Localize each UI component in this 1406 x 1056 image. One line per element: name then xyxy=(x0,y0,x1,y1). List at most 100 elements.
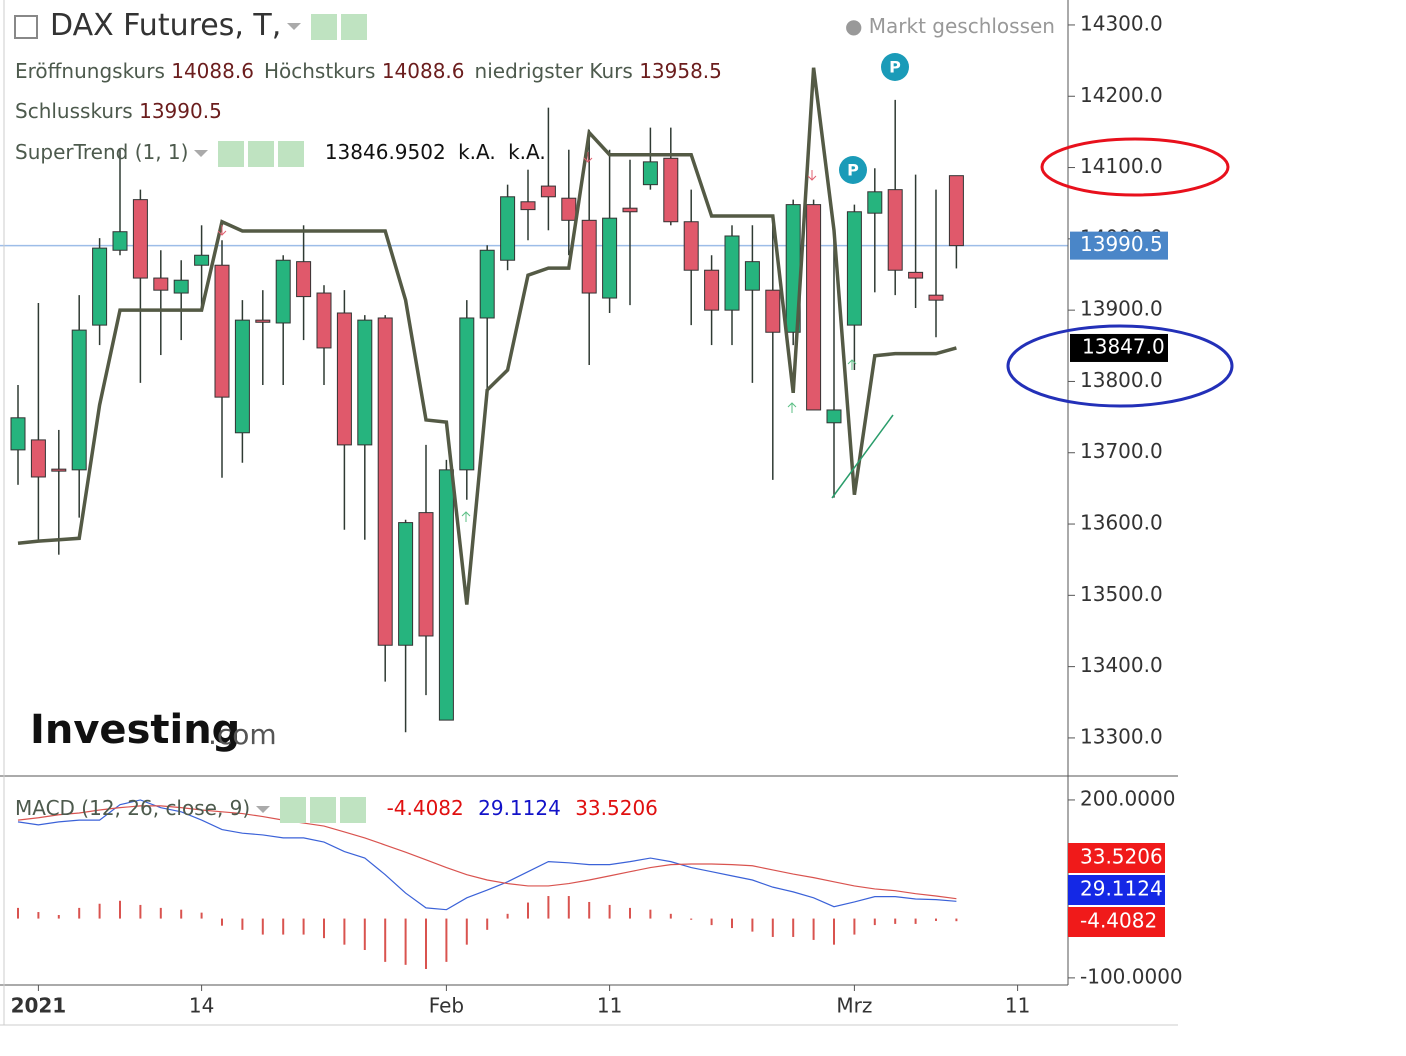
candle-body xyxy=(194,254,210,266)
price-label: 13990.5 xyxy=(1080,232,1163,256)
candle-body xyxy=(887,189,903,271)
macd-pane xyxy=(17,799,958,969)
candle-body xyxy=(642,161,658,186)
y-tick-label: 13600.0 xyxy=(1080,511,1163,535)
histogram-bar xyxy=(792,918,795,937)
dropdown[interactable] xyxy=(256,806,271,813)
x-tick-label: 11 xyxy=(597,994,622,1018)
candle-body xyxy=(418,512,434,637)
y-tick-label: 14100.0 xyxy=(1080,154,1163,178)
candle-body xyxy=(71,329,87,471)
candle-body xyxy=(724,235,740,311)
low-value: 13958.5 xyxy=(639,59,722,83)
candle-body xyxy=(602,217,618,299)
logo: Investing xyxy=(30,707,240,753)
pivot-label: P xyxy=(889,58,901,77)
close-icon[interactable] xyxy=(340,796,367,823)
axes: 13300.0 13400.0 13500.0 13600.0 13700.0 13800… xyxy=(0,0,1183,1026)
y-tick-label: 14200.0 xyxy=(1080,83,1163,107)
eye-icon[interactable] xyxy=(311,13,338,40)
price-label-box xyxy=(1070,333,1168,362)
candle-body xyxy=(10,417,26,451)
buy-arrow xyxy=(461,359,857,522)
histogram-bar xyxy=(159,907,162,919)
histogram-bar xyxy=(690,918,693,920)
y-tick-label: 200.0000 xyxy=(1080,786,1175,810)
histogram-bar xyxy=(486,918,489,930)
histogram-bar xyxy=(17,907,19,919)
histogram-bar xyxy=(180,909,183,919)
candle-body xyxy=(296,261,312,298)
value-box xyxy=(1068,875,1165,905)
eye-icon[interactable] xyxy=(280,796,307,823)
candle-body xyxy=(561,197,577,221)
macd-line-value: 29.1124 xyxy=(478,796,561,820)
close-icon[interactable] xyxy=(278,140,305,167)
candle-body xyxy=(132,199,148,279)
collapse-icon[interactable] xyxy=(14,14,38,39)
histogram-bar xyxy=(751,918,754,932)
gear-icon[interactable] xyxy=(310,796,337,823)
histogram-bar xyxy=(833,918,835,945)
candle-body xyxy=(357,319,373,446)
highlight-ellipse xyxy=(1040,137,1230,197)
dropdown[interactable] xyxy=(194,150,209,157)
indicator-na: k.A. xyxy=(508,140,546,164)
logo-suffix: .com xyxy=(208,718,277,751)
title-row: DAX Futures, T, xyxy=(14,8,371,43)
candle-body xyxy=(826,409,842,424)
y-tick-label: 13400.0 xyxy=(1080,653,1163,677)
candle-body xyxy=(316,292,332,349)
candle-body xyxy=(153,277,169,291)
value-box-label: 29.1124 xyxy=(1080,877,1163,901)
sell-arrow xyxy=(217,152,817,236)
candle-body xyxy=(377,317,393,646)
close-label: Schlusskurs xyxy=(15,99,133,123)
dropdown[interactable] xyxy=(287,23,302,30)
price-pane xyxy=(0,67,1068,733)
pivot-marker xyxy=(839,156,867,184)
supertrend-line xyxy=(17,67,957,605)
histogram-bar xyxy=(363,918,366,951)
candle-body xyxy=(173,279,189,294)
candle-body xyxy=(704,269,720,311)
histogram-bar xyxy=(200,912,203,919)
candle-body xyxy=(846,211,862,326)
candle-body xyxy=(540,185,556,198)
histogram-bar xyxy=(57,915,60,919)
histogram-bar xyxy=(37,912,40,919)
gear-icon[interactable] xyxy=(341,13,368,40)
candle-body xyxy=(520,201,536,211)
candle-body xyxy=(438,469,454,721)
open-label: Eröffnungskurs xyxy=(15,59,165,83)
macd-title: MACD (12, 26, close, 9) xyxy=(15,796,251,820)
histogram-bar xyxy=(98,903,101,919)
histogram-bar xyxy=(669,913,672,919)
histogram-bar xyxy=(404,918,407,965)
histogram-bar xyxy=(506,913,509,919)
y-tick-label: -100.0000 xyxy=(1080,964,1183,988)
histogram-bar xyxy=(343,918,346,945)
candle-body xyxy=(581,219,597,294)
market-status: Markt geschlossen xyxy=(868,14,1055,38)
histogram-bar xyxy=(302,918,305,935)
histogram-bar xyxy=(629,907,631,919)
candle-body xyxy=(214,264,230,398)
candle-body xyxy=(908,271,924,279)
value-box xyxy=(1068,843,1165,873)
histogram-bar xyxy=(567,896,570,919)
gear-icon[interactable] xyxy=(248,140,275,167)
histogram-bar xyxy=(527,902,529,919)
y-tick-label: 13800.0 xyxy=(1080,368,1163,392)
x-tick-label: Feb xyxy=(429,994,464,1018)
candle-body xyxy=(398,522,414,646)
candle-body xyxy=(275,259,291,324)
histogram-bar xyxy=(119,900,121,919)
status: ● Markt geschlossen xyxy=(844,14,1055,38)
eye-icon[interactable] xyxy=(218,140,245,167)
histogram-bar xyxy=(731,918,733,929)
candle-body xyxy=(255,319,271,323)
indicator-na: k.A. xyxy=(458,140,496,164)
histogram-bar xyxy=(853,918,856,935)
y-tick-label: 13900.0 xyxy=(1080,297,1163,321)
